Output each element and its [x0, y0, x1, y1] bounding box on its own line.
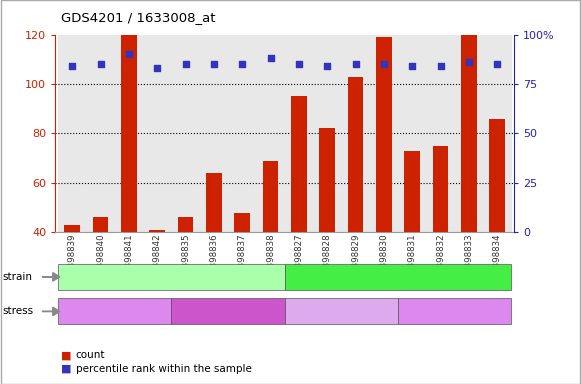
- Bar: [320, 129, 335, 232]
- Point: [351, 61, 360, 67]
- Bar: [461, 35, 476, 232]
- Bar: [285, 35, 313, 232]
- Bar: [171, 35, 200, 232]
- Point: [266, 55, 275, 61]
- Bar: [291, 96, 307, 232]
- Point: [96, 61, 105, 67]
- Bar: [398, 35, 426, 232]
- Bar: [404, 151, 420, 232]
- Text: dmDys: dmDys: [379, 272, 418, 282]
- Bar: [256, 35, 285, 232]
- Text: chronic hypobaric hypoxia: chronic hypobaric hypoxia: [282, 307, 401, 316]
- Bar: [433, 146, 449, 232]
- Text: count: count: [76, 350, 105, 360]
- Point: [181, 61, 190, 67]
- Bar: [348, 76, 363, 232]
- Text: wild type: wild type: [146, 272, 197, 282]
- Text: GDS4201 / 1633008_at: GDS4201 / 1633008_at: [61, 12, 216, 25]
- Bar: [200, 35, 228, 232]
- Point: [464, 59, 474, 65]
- Bar: [114, 35, 143, 232]
- Bar: [178, 217, 193, 232]
- Point: [67, 63, 77, 69]
- Point: [379, 61, 389, 67]
- Bar: [149, 230, 165, 232]
- Text: percentile rank within the sample: percentile rank within the sample: [76, 364, 252, 374]
- Point: [322, 63, 332, 69]
- Bar: [455, 35, 483, 232]
- Bar: [370, 35, 398, 232]
- Bar: [64, 225, 80, 232]
- Text: normoxia: normoxia: [433, 307, 476, 316]
- Bar: [228, 35, 256, 232]
- Point: [209, 61, 218, 67]
- Bar: [58, 35, 87, 232]
- Text: stress: stress: [3, 306, 34, 316]
- Bar: [93, 217, 108, 232]
- Text: ■: ■: [61, 350, 71, 360]
- Text: strain: strain: [3, 272, 33, 282]
- Point: [124, 51, 134, 58]
- Point: [294, 61, 303, 67]
- Bar: [234, 213, 250, 232]
- Bar: [87, 35, 114, 232]
- Bar: [206, 173, 221, 232]
- Point: [493, 61, 502, 67]
- Point: [407, 63, 417, 69]
- Bar: [483, 35, 511, 232]
- Text: normobaric hypoxia: normobaric hypoxia: [183, 307, 273, 316]
- Bar: [342, 35, 370, 232]
- Bar: [426, 35, 455, 232]
- Bar: [376, 37, 392, 232]
- Bar: [263, 161, 278, 232]
- Bar: [143, 35, 171, 232]
- Text: ■: ■: [61, 364, 71, 374]
- Text: normoxia: normoxia: [94, 307, 136, 316]
- Bar: [121, 35, 137, 232]
- Point: [238, 61, 247, 67]
- Bar: [313, 35, 342, 232]
- Point: [153, 65, 162, 71]
- Bar: [489, 119, 505, 232]
- Point: [436, 63, 445, 69]
